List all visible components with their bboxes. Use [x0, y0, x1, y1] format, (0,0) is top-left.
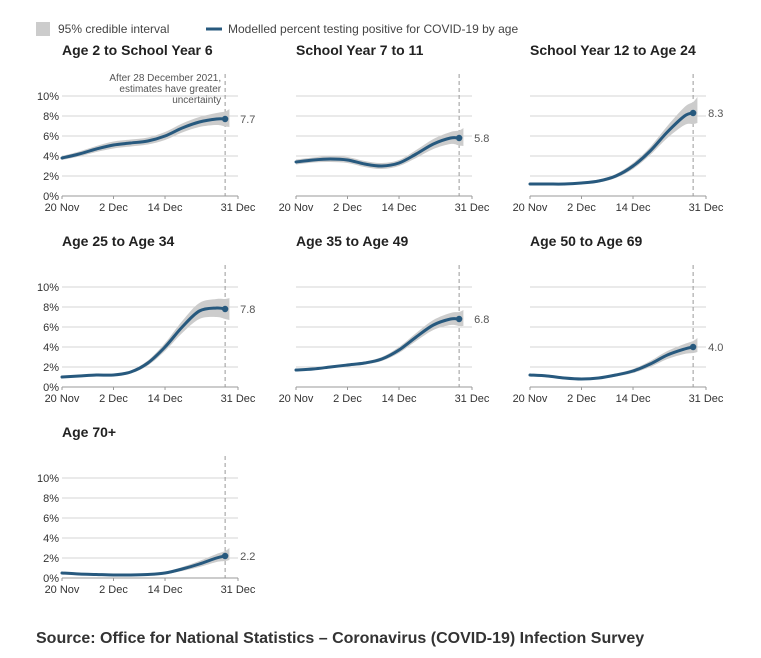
- y-tick-label: 2%: [43, 553, 59, 565]
- x-tick-label: 31 Dec: [689, 393, 724, 405]
- x-tick-label: 2 Dec: [99, 584, 128, 596]
- end-point: [689, 343, 697, 351]
- y-tick-label: 6%: [43, 513, 59, 525]
- end-point: [221, 115, 229, 123]
- x-tick-label: 31 Dec: [689, 202, 724, 214]
- panel-4: Age 25 to Age 34 0% 2% 4% 6% 8% 10% 20 Nov 2 Dec…: [37, 233, 256, 405]
- y-tick-label: 2%: [43, 362, 59, 374]
- y-tick-label: 10%: [37, 473, 59, 485]
- series-line: [60, 306, 227, 379]
- end-point: [221, 552, 229, 560]
- credible-interval-band: [296, 310, 464, 371]
- x-tick-label: 31 Dec: [221, 584, 256, 596]
- series-line: [294, 317, 461, 372]
- x-tick-label: 20 Nov: [279, 202, 314, 214]
- x-tick-label: 31 Dec: [221, 393, 256, 405]
- x-tick-label: 20 Nov: [513, 202, 548, 214]
- series-line: [60, 117, 227, 160]
- x-tick-label: 14 Dec: [148, 202, 183, 214]
- y-tick-label: 10%: [37, 282, 59, 294]
- legend-interval-swatch: [36, 22, 50, 36]
- y-tick-label: 8%: [43, 493, 59, 505]
- series-line: [60, 554, 227, 577]
- x-tick-label: 31 Dec: [455, 393, 490, 405]
- x-tick-label: 31 Dec: [455, 202, 490, 214]
- y-tick-label: 0%: [43, 573, 59, 585]
- y-tick-label: 8%: [43, 111, 59, 123]
- panel-7: Age 70+ 0% 2% 4% 6% 8% 10% 20 Nov 2 Dec 14 Dec 31 …: [37, 424, 256, 596]
- end-value-label: 7.7: [240, 114, 255, 126]
- credible-interval-band: [62, 298, 230, 378]
- end-value-label: 2.2: [240, 551, 255, 563]
- end-value-label: 4.0: [708, 342, 723, 354]
- x-tick-label: 14 Dec: [616, 202, 651, 214]
- x-tick-label: 14 Dec: [382, 202, 417, 214]
- legend: 95% credible interval Modelled percent t…: [36, 22, 518, 36]
- chart-figure: 95% credible interval Modelled percent t…: [36, 22, 724, 596]
- legend-interval-label: 95% credible interval: [58, 22, 169, 36]
- x-tick-label: 14 Dec: [616, 393, 651, 405]
- panel-3: School Year 12 to Age 24 20 Nov 2 Dec 14 De…: [513, 42, 724, 214]
- x-tick-label: 2 Dec: [567, 202, 596, 214]
- x-tick-label: 14 Dec: [148, 584, 183, 596]
- y-tick-label: 4%: [43, 342, 59, 354]
- end-value-label: 8.3: [708, 108, 723, 120]
- uncertainty-annotation: uncertainty: [172, 95, 221, 106]
- panel-title: Age 2 to School Year 6: [62, 42, 213, 58]
- panel-title: Age 25 to Age 34: [62, 233, 175, 249]
- panel-6: Age 50 to Age 69 20 Nov 2 Dec 14 Dec 31 Dec 4…: [513, 233, 724, 405]
- end-point: [221, 305, 229, 313]
- y-tick-label: 10%: [37, 91, 59, 103]
- uncertainty-annotation: After 28 December 2021,: [109, 73, 221, 84]
- credible-interval-band: [296, 128, 464, 170]
- end-value-label: 6.8: [474, 314, 489, 326]
- y-tick-label: 4%: [43, 533, 59, 545]
- x-tick-label: 14 Dec: [382, 393, 417, 405]
- x-tick-label: 20 Nov: [45, 202, 80, 214]
- end-value-label: 5.8: [474, 133, 489, 145]
- x-tick-label: 2 Dec: [333, 393, 362, 405]
- end-point: [689, 109, 697, 117]
- x-tick-label: 14 Dec: [148, 393, 183, 405]
- end-point: [455, 134, 463, 142]
- legend-line-label: Modelled percent testing positive for CO…: [228, 22, 518, 36]
- uncertainty-annotation: estimates have greater: [119, 84, 221, 95]
- series-line: [528, 345, 695, 381]
- panel-title: Age 50 to Age 69: [530, 233, 643, 249]
- x-tick-label: 2 Dec: [99, 202, 128, 214]
- source-caption: Source: Office for National Statistics –…: [36, 630, 645, 647]
- y-tick-label: 8%: [43, 302, 59, 314]
- panel-title: Age 70+: [62, 424, 116, 440]
- end-value-label: 7.8: [240, 304, 255, 316]
- panel-title: Age 35 to Age 49: [296, 233, 409, 249]
- panel-title: School Year 12 to Age 24: [530, 42, 696, 58]
- x-tick-label: 20 Nov: [45, 584, 80, 596]
- end-point: [455, 315, 463, 323]
- y-tick-label: 6%: [43, 131, 59, 143]
- series-line: [294, 136, 461, 168]
- credible-interval-band: [530, 338, 698, 380]
- x-tick-label: 20 Nov: [513, 393, 548, 405]
- panels: Age 2 to School Year 6 0% 2% 4% 6% 8% 10% 20 No…: [37, 42, 724, 596]
- series-line: [528, 111, 695, 186]
- y-tick-label: 2%: [43, 171, 59, 183]
- x-tick-label: 2 Dec: [333, 202, 362, 214]
- credible-interval-band: [530, 97, 698, 186]
- panel-1: Age 2 to School Year 6 0% 2% 4% 6% 8% 10% 20 No…: [37, 42, 256, 214]
- panel-5: Age 35 to Age 49 20 Nov 2 Dec 14 Dec 31 Dec 6…: [279, 233, 490, 405]
- x-tick-label: 20 Nov: [45, 393, 80, 405]
- x-tick-label: 31 Dec: [221, 202, 256, 214]
- y-tick-label: 4%: [43, 151, 59, 163]
- x-tick-label: 2 Dec: [99, 393, 128, 405]
- panel-title: School Year 7 to 11: [296, 42, 424, 58]
- x-tick-label: 2 Dec: [567, 393, 596, 405]
- x-tick-label: 20 Nov: [279, 393, 314, 405]
- panel-2: School Year 7 to 11 20 Nov 2 Dec 14 Dec 31 D…: [279, 42, 490, 214]
- y-tick-label: 6%: [43, 322, 59, 334]
- y-tick-label: 0%: [43, 382, 59, 394]
- y-tick-label: 0%: [43, 191, 59, 203]
